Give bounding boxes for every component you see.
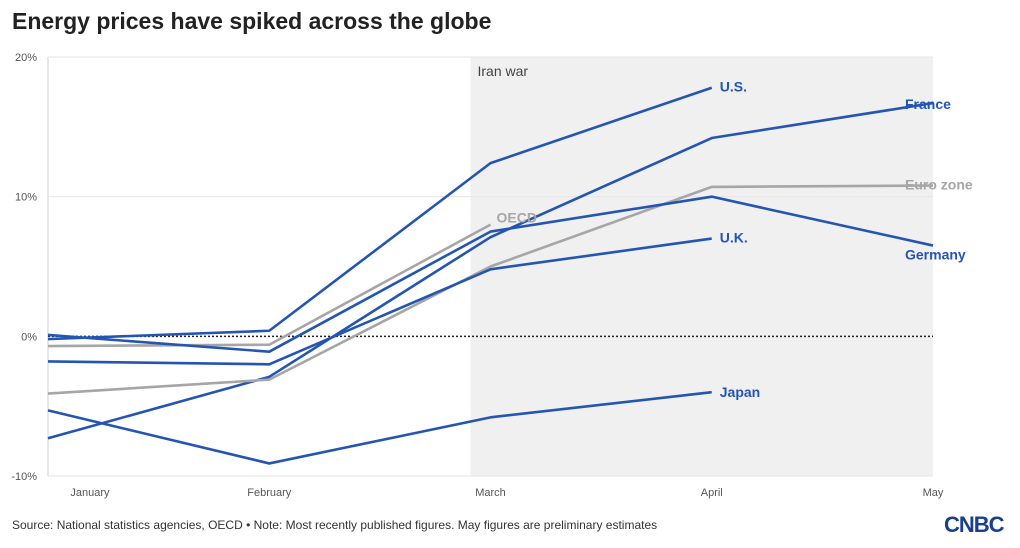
x-axis: January February March April May (70, 487, 943, 499)
series-labels: U.S. France Euro zone OECD Germany U.K. Japan (497, 79, 973, 400)
source-note: Source: National statistics agencies, OE… (12, 518, 658, 532)
y-tick-label: 0% (21, 331, 37, 343)
gridlines (47, 56, 933, 477)
series-line-u-k (47, 237, 712, 366)
series-label: Japan (720, 384, 760, 400)
series-line-u-s (47, 86, 713, 341)
series-line-germany (47, 195, 934, 353)
y-tick-label: -10% (11, 471, 37, 483)
x-tick-label: January (70, 487, 110, 499)
x-tick-label: February (247, 487, 292, 499)
y-axis: 20% 10% 0% -10% (11, 52, 37, 483)
cnbc-logo: CNBC (944, 512, 1005, 537)
series-line-euro-zone (47, 184, 934, 395)
y-tick-label: 10% (15, 192, 37, 204)
series-label: Germany (905, 247, 966, 263)
page-title: Energy prices have spiked across the glo… (12, 8, 492, 34)
x-tick-label: March (475, 487, 506, 499)
series-line-japan (47, 390, 712, 465)
shaded-region (470, 57, 933, 476)
x-tick-label: April (701, 487, 723, 499)
y-tick-label: 20% (15, 52, 37, 64)
series-label: OECD (497, 210, 537, 226)
series-lines (47, 86, 934, 465)
series-label: U.K. (720, 230, 748, 246)
series-line-oecd (47, 223, 492, 348)
series-label: France (905, 96, 951, 112)
series-label: U.S. (720, 79, 747, 95)
series-line-france (47, 101, 934, 440)
x-tick-label: May (923, 487, 944, 499)
shaded-region-label: Iran war (478, 63, 529, 79)
series-label: Euro zone (905, 176, 973, 192)
